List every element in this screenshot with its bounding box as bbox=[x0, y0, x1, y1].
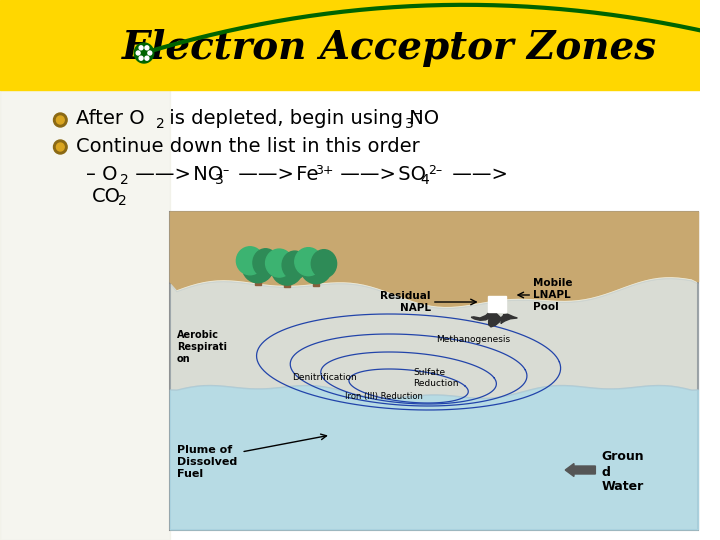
Text: 3+: 3+ bbox=[315, 164, 333, 177]
Ellipse shape bbox=[236, 247, 264, 275]
Text: SO: SO bbox=[392, 165, 426, 185]
Ellipse shape bbox=[282, 251, 307, 279]
Text: Fe: Fe bbox=[290, 165, 318, 185]
Text: ——>: ——> bbox=[446, 165, 508, 185]
Circle shape bbox=[136, 51, 140, 55]
Text: Continue down the list in this order: Continue down the list in this order bbox=[76, 137, 420, 156]
Ellipse shape bbox=[242, 251, 274, 283]
Text: ——>: ——> bbox=[130, 165, 192, 185]
Text: –: – bbox=[413, 108, 420, 122]
Circle shape bbox=[56, 143, 64, 151]
FancyArrow shape bbox=[565, 463, 595, 476]
Circle shape bbox=[148, 51, 152, 55]
Text: 3: 3 bbox=[215, 173, 224, 187]
Text: After O: After O bbox=[76, 110, 145, 129]
Circle shape bbox=[134, 43, 153, 63]
Text: Sulfate
Reduction: Sulfate Reduction bbox=[413, 368, 459, 388]
Polygon shape bbox=[170, 212, 698, 306]
Bar bbox=[313, 268, 319, 286]
Text: Electron Acceptor Zones: Electron Acceptor Zones bbox=[122, 29, 657, 67]
Text: Residual
NAPL: Residual NAPL bbox=[380, 291, 431, 313]
Text: Plume of
Dissolved
Fuel: Plume of Dissolved Fuel bbox=[177, 444, 238, 480]
Circle shape bbox=[139, 46, 143, 50]
Text: Mobile
LNAPL
Pool: Mobile LNAPL Pool bbox=[533, 278, 572, 313]
Ellipse shape bbox=[301, 252, 332, 284]
Bar bbox=[488, 296, 506, 312]
Ellipse shape bbox=[271, 253, 302, 285]
Circle shape bbox=[56, 116, 64, 124]
Ellipse shape bbox=[294, 248, 322, 276]
Polygon shape bbox=[170, 279, 698, 399]
Text: 2: 2 bbox=[156, 117, 164, 131]
Text: 2: 2 bbox=[120, 173, 128, 187]
Text: Methanogenesis: Methanogenesis bbox=[436, 335, 510, 345]
Ellipse shape bbox=[253, 249, 278, 277]
Bar bbox=[255, 267, 261, 285]
Bar bbox=[170, 212, 698, 530]
Bar bbox=[0, 0, 701, 90]
Circle shape bbox=[139, 56, 143, 60]
Text: ——>: ——> bbox=[333, 165, 395, 185]
Circle shape bbox=[53, 140, 67, 154]
Text: 4: 4 bbox=[420, 173, 429, 187]
Text: 2: 2 bbox=[117, 194, 127, 208]
Circle shape bbox=[145, 46, 149, 50]
Ellipse shape bbox=[311, 249, 336, 278]
Text: CO: CO bbox=[91, 186, 120, 206]
Text: Aerobic
Respirati
on: Aerobic Respirati on bbox=[177, 329, 227, 364]
Text: ——>: ——> bbox=[232, 165, 294, 185]
Bar bbox=[284, 269, 290, 287]
Text: – O: – O bbox=[86, 165, 117, 185]
Bar bbox=[0, 0, 170, 540]
Text: is depleted, begin using NO: is depleted, begin using NO bbox=[163, 110, 440, 129]
Text: 2–: 2– bbox=[428, 164, 442, 177]
Ellipse shape bbox=[266, 249, 293, 277]
Polygon shape bbox=[471, 308, 518, 327]
Polygon shape bbox=[170, 386, 698, 530]
Circle shape bbox=[145, 56, 149, 60]
Text: Iron (III) Reduction: Iron (III) Reduction bbox=[346, 393, 423, 402]
Circle shape bbox=[53, 113, 67, 127]
Text: –: – bbox=[222, 165, 229, 178]
Text: NO: NO bbox=[186, 165, 223, 185]
Text: Denitrification: Denitrification bbox=[292, 374, 356, 382]
Text: Groun
d
Water: Groun d Water bbox=[601, 450, 644, 494]
Text: 3: 3 bbox=[405, 117, 413, 131]
